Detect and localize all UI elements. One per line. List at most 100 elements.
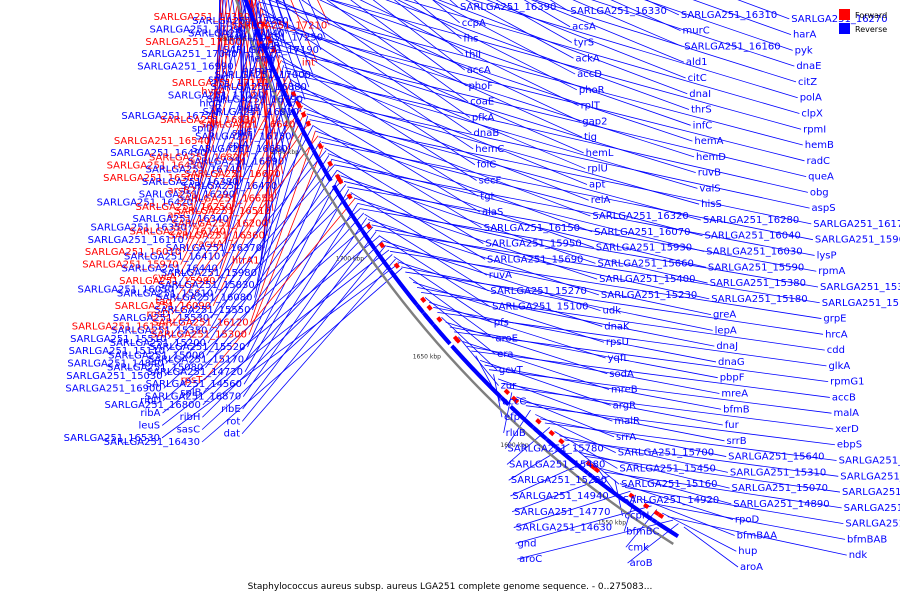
label-connector [204, 198, 355, 381]
feature-label: SARLGA251_16910 [203, 107, 299, 118]
feature-label: secF [479, 176, 502, 187]
feature-label: tyrS [574, 37, 594, 48]
feature-label: pfs [494, 317, 509, 328]
feature-label: SARLGA251_17210 [231, 20, 327, 31]
feature-label: aroE [495, 333, 517, 344]
feature-label: SARLGA251_16440 [121, 264, 217, 275]
feature-label: radC [806, 156, 830, 167]
label-connector [306, 113, 701, 221]
feature-label: aroA [740, 562, 763, 573]
feature-label: SARLGA251_16330 [570, 6, 666, 17]
label-connector [275, 0, 310, 88]
feature-label: SARLGA251_15380 [710, 278, 806, 289]
forward-feature-glyph [420, 296, 427, 304]
reverse-feature-glyph [586, 471, 594, 478]
label-connector [454, 331, 829, 383]
feature-label: hemY [248, 53, 277, 64]
feature-label: accA [467, 65, 491, 76]
feature-label: hemB [805, 140, 834, 151]
tick-label: 1600 kbp [500, 442, 528, 449]
label-connector [539, 418, 727, 457]
label-connector [584, 455, 841, 493]
feature-label: SARLGA251_17100 [145, 37, 241, 48]
label-connector [554, 431, 618, 469]
label-connector [242, 217, 368, 397]
label-connector [507, 387, 834, 430]
feature-label: srrA [616, 432, 636, 443]
label-connector [244, 188, 350, 373]
label-connector [162, 221, 371, 402]
reverse-feature-glyph [385, 265, 392, 272]
feature-label: SARLGA251_16290 [139, 189, 235, 200]
label-connector [513, 490, 631, 528]
feature-label: rpoD [735, 515, 760, 526]
feature-label: SARLGA251_16830 [160, 115, 256, 126]
label-connector [347, 186, 817, 272]
feature-label: ccpN [625, 511, 650, 522]
feature-label: bfmBAA [737, 530, 778, 541]
reverse-feature-glyph [541, 434, 548, 441]
label-connector [511, 475, 610, 513]
reverse-feature-glyph [257, 35, 264, 43]
feature-label: rpsD [146, 309, 170, 320]
label-connector [389, 250, 822, 319]
forward-feature-glyph [436, 316, 443, 323]
feature-label: SARLGA251_16360 [169, 231, 265, 242]
forward-feature-glyph [589, 463, 597, 471]
feature-label: efp [504, 412, 520, 423]
feature-label: SARLGA251_16420 [97, 198, 193, 209]
feature-label: SARLGA251_16200 [171, 218, 267, 229]
label-connector [378, 235, 491, 308]
forward-feature-glyph [512, 397, 520, 404]
label-connector [465, 0, 574, 59]
label-connector [201, 267, 403, 443]
feature-labels: SARLGA251_17330SARLGA251_17260SARLGA251_… [64, 2, 900, 573]
label-connector [201, 0, 233, 178]
feature-label: SARLGA251_15810 [117, 288, 213, 299]
feature-label: SARLGA251_15520 [149, 342, 245, 353]
reverse-feature-glyph [651, 518, 658, 525]
reverse-feature-glyph [338, 195, 345, 202]
label-connector [298, 96, 810, 209]
reverse-feature-glyph [262, 47, 269, 54]
label-connector [662, 512, 737, 552]
feature-label: SARLGA251_16540 [114, 136, 210, 147]
label-connector [343, 181, 706, 268]
label-connector [248, 145, 324, 335]
forward-feature-glyph [365, 223, 373, 230]
feature-label: SARLGA251_17040 [141, 49, 237, 60]
tick-label: 1700 kbp [336, 255, 364, 262]
label-connector [161, 263, 400, 439]
feature-label: SARLGA251_14720 [147, 367, 243, 378]
tick-label: 1550 kbp [598, 520, 626, 527]
feature-label: SARLGA251_16730 [195, 132, 291, 143]
feature-label: ccpA [462, 18, 486, 29]
feature-label: fur [725, 420, 740, 431]
feature-label: SARLGA251_17250 [227, 33, 323, 44]
feature-label: SARLGA251_15300 [151, 330, 247, 341]
label-connector [393, 256, 493, 323]
feature-label: accB [832, 392, 856, 403]
feature-label: pfkA [472, 112, 495, 123]
label-connector [502, 383, 723, 426]
feature-label: clpX [801, 108, 823, 119]
forward-feature-glyph [593, 466, 601, 474]
reverse-feature-glyph [357, 225, 364, 232]
feature-label: pbpF [720, 373, 745, 384]
label-connector [564, 439, 839, 477]
feature-label: SARLGA251_17290 [149, 24, 245, 35]
label-connector [531, 0, 685, 63]
feature-label: SARLGA251_15230 [601, 290, 697, 301]
feature-label: SARLGA251_17330 [154, 12, 250, 23]
feature-label: phoF [468, 81, 493, 92]
label-connector [202, 240, 383, 418]
feature-label: SARLGA251_15100 [492, 302, 588, 313]
feature-label: SARLGA251_16280 [703, 215, 799, 226]
feature-label: malR [614, 416, 640, 427]
label-connector [164, 193, 352, 377]
label-connector [466, 345, 720, 394]
feature-label: SARLGA251_15590 [708, 262, 804, 273]
feature-label: SARLGA251_16040 [705, 231, 801, 242]
feature-label: coaE [470, 97, 494, 108]
feature-label: SARLGA251_15110 [69, 346, 165, 357]
